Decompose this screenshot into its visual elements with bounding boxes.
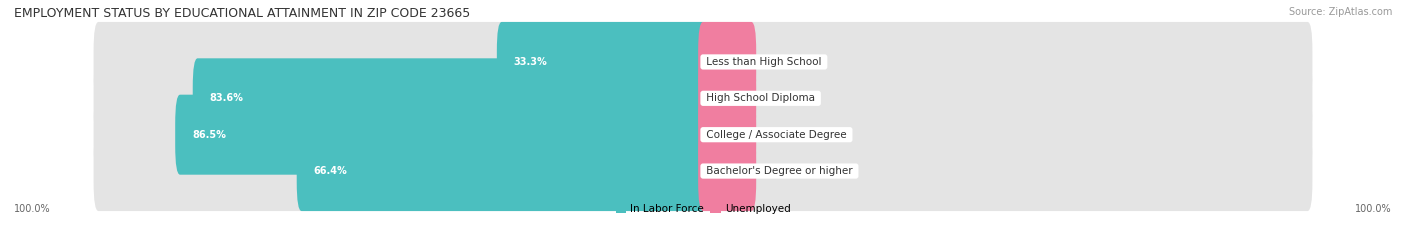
Text: 0.0%: 0.0% [761,130,785,140]
Legend: In Labor Force, Unemployed: In Labor Force, Unemployed [612,200,794,219]
FancyBboxPatch shape [94,95,1312,175]
Text: EMPLOYMENT STATUS BY EDUCATIONAL ATTAINMENT IN ZIP CODE 23665: EMPLOYMENT STATUS BY EDUCATIONAL ATTAINM… [14,7,471,20]
Text: 100.0%: 100.0% [1355,204,1392,214]
Text: Source: ZipAtlas.com: Source: ZipAtlas.com [1288,7,1392,17]
FancyBboxPatch shape [699,22,756,102]
Text: Bachelor's Degree or higher: Bachelor's Degree or higher [703,166,856,176]
Text: College / Associate Degree: College / Associate Degree [703,130,849,140]
FancyBboxPatch shape [94,131,1312,211]
Text: High School Diploma: High School Diploma [703,93,818,103]
FancyBboxPatch shape [297,131,707,211]
Text: 83.6%: 83.6% [209,93,243,103]
Text: 0.0%: 0.0% [761,93,785,103]
Text: 33.3%: 33.3% [513,57,547,67]
FancyBboxPatch shape [176,95,707,175]
Text: 100.0%: 100.0% [14,204,51,214]
Text: 0.0%: 0.0% [761,57,785,67]
FancyBboxPatch shape [699,58,756,138]
FancyBboxPatch shape [699,131,756,211]
FancyBboxPatch shape [94,58,1312,138]
FancyBboxPatch shape [699,95,756,175]
Text: 0.0%: 0.0% [761,166,785,176]
FancyBboxPatch shape [94,22,1312,102]
Text: 86.5%: 86.5% [193,130,226,140]
Text: Less than High School: Less than High School [703,57,825,67]
FancyBboxPatch shape [496,22,707,102]
Text: 66.4%: 66.4% [314,166,347,176]
FancyBboxPatch shape [193,58,707,138]
